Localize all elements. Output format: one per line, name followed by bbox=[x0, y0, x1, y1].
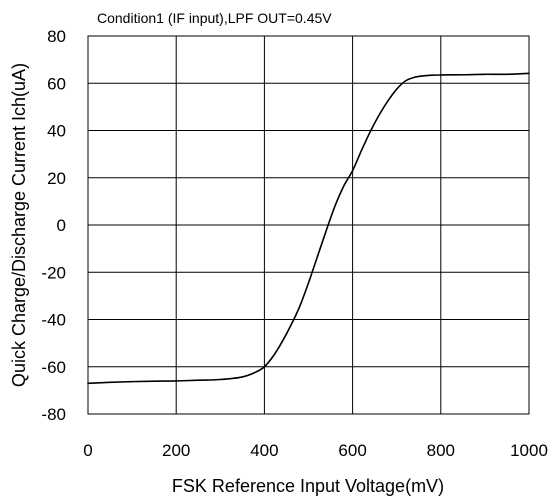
plot-frame bbox=[87, 35, 530, 415]
x-tick-labels: 0 200 400 600 800 1000 bbox=[83, 441, 548, 460]
y-tick-label: 20 bbox=[47, 169, 66, 188]
y-tick-label: 40 bbox=[47, 122, 66, 141]
chart-title: Condition1 (IF input),LPF OUT=0.45V bbox=[97, 10, 332, 26]
x-tick-label: 800 bbox=[427, 441, 455, 460]
y-tick-label: -80 bbox=[41, 405, 66, 424]
grid bbox=[88, 36, 529, 414]
y-tick-label: -20 bbox=[41, 263, 66, 282]
x-tick-label: 0 bbox=[83, 441, 92, 460]
x-tick-label: 1000 bbox=[510, 441, 548, 460]
y-tick-label: -40 bbox=[41, 311, 66, 330]
series-line bbox=[87, 72, 530, 385]
y-tick-labels: 80 60 40 20 0 -20 -40 -60 -80 bbox=[41, 27, 66, 424]
x-tick-label: 600 bbox=[338, 441, 366, 460]
y-tick-label: 80 bbox=[47, 27, 66, 46]
y-axis-label: Quick Charge/Discharge Current Ich(uA) bbox=[9, 63, 29, 387]
x-tick-label: 400 bbox=[250, 441, 278, 460]
y-tick-label: 60 bbox=[47, 74, 66, 93]
x-axis-label: FSK Reference Input Voltage(mV) bbox=[172, 476, 444, 496]
y-tick-label: 0 bbox=[57, 216, 66, 235]
x-tick-label: 200 bbox=[162, 441, 190, 460]
y-tick-label: -60 bbox=[41, 358, 66, 377]
